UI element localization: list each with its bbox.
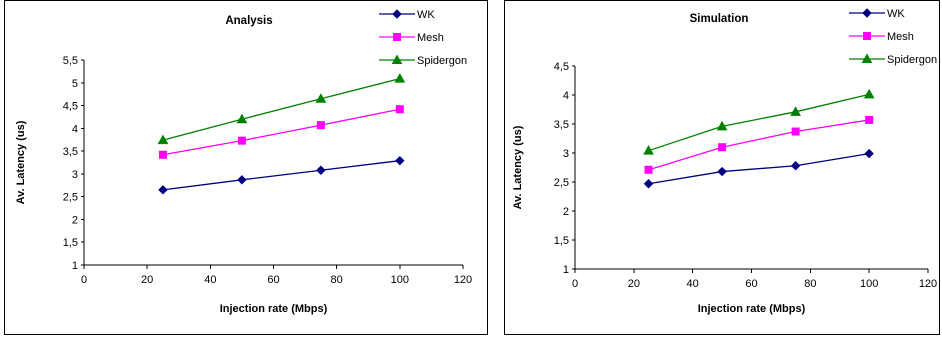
simulation-point-mesh (718, 143, 727, 152)
simulation-point-wk (864, 148, 874, 159)
simulation-point-wk (643, 179, 654, 189)
analysis-series-line-spidergon (162, 78, 400, 141)
simulation-chart-frame (504, 0, 940, 335)
analysis-x-tick-label: 0 (81, 274, 87, 286)
analysis-x-tick-label: 120 (454, 274, 472, 286)
analysis-legend-marker-wk (392, 9, 402, 19)
analysis-y-tick-label: 1 (72, 260, 78, 272)
simulation-series-line-mesh (648, 119, 870, 171)
analysis-legend-marker-mesh (393, 33, 401, 41)
analysis-y-axis-title: Av. Latency (us) (15, 120, 27, 204)
simulation-series-line-spidergon (648, 93, 870, 152)
simulation-legend-marker-spidergon (861, 53, 873, 63)
simulation-legend-marker-mesh (863, 32, 871, 40)
simulation-x-tick-label: 40 (687, 278, 699, 290)
simulation-point-spidergon (863, 88, 875, 99)
analysis-x-axis-title: Injection rate (Mbps) (220, 303, 328, 315)
simulation-y-tick-label: 4,5 (554, 61, 569, 73)
analysis-x-tick-label: 60 (267, 274, 279, 286)
analysis-point-mesh (237, 136, 246, 145)
simulation-y-tick-label: 2,5 (554, 177, 569, 189)
simulation-y-axis-title: Av. Latency (us) (512, 125, 524, 209)
analysis-chart-svg: 1 1,5 2 2,5 3 3,5 4 4,5 5 5,5 0 20 40 60 80 100 120 Analy… (4, 0, 488, 335)
simulation-legend-label-spidergon: Spidergon (887, 54, 937, 66)
simulation-y-tick-label: 1 (563, 264, 569, 276)
analysis-y-tick-label: 1,5 (63, 237, 78, 249)
analysis-point-spidergon (236, 113, 248, 124)
simulation-legend-label-wk: WK (887, 8, 905, 20)
simulation-legend-label-mesh: Mesh (887, 31, 914, 43)
simulation-y-tick-label: 3 (563, 148, 569, 160)
analysis-y-tick-label: 5,5 (63, 55, 78, 67)
analysis-x-tick-label: 40 (204, 274, 216, 286)
simulation-point-spidergon (790, 106, 801, 116)
simulation-point-mesh (644, 165, 653, 174)
analysis-chart-title: Analysis (225, 15, 272, 27)
analysis-point-spidergon (157, 134, 169, 145)
analysis-point-spidergon (315, 93, 327, 103)
analysis-y-tick-label: 4 (72, 123, 78, 135)
analysis-y-tick-label: 3,5 (63, 146, 78, 158)
simulation-point-wk (717, 166, 727, 177)
analysis-legend-label-spidergon: Spidergon (417, 55, 467, 67)
analysis-x-tick-label: 100 (391, 274, 409, 286)
simulation-point-wk (790, 161, 801, 171)
simulation-chart-svg: 1 1,5 2 2,5 3 3,5 4 4,5 0 20 40 60 80 100 120 Simulatio… (504, 0, 940, 335)
simulation-point-mesh (791, 127, 800, 136)
chart-panel-analysis: 1 1,5 2 2,5 3 3,5 4 4,5 5 5,5 0 20 40 60 80 100 120 Analy… (4, 0, 488, 335)
analysis-y-tick-label: 5 (72, 78, 78, 90)
simulation-x-tick-label: 60 (745, 278, 757, 290)
simulation-legend-marker-wk (862, 8, 872, 18)
analysis-point-mesh (316, 121, 325, 130)
analysis-chart-frame (4, 0, 488, 335)
analysis-y-tick-label: 2 (72, 214, 78, 226)
simulation-y-tick-label: 2 (563, 206, 569, 218)
analysis-legend-label-wk: WK (417, 9, 435, 21)
analysis-series-line-wk (162, 160, 400, 191)
analysis-legend-label-mesh: Mesh (417, 32, 444, 44)
simulation-x-tick-label: 80 (804, 278, 816, 290)
simulation-x-tick-label: 20 (628, 278, 640, 290)
simulation-x-tick-label: 120 (919, 278, 937, 290)
analysis-point-wk (158, 185, 168, 195)
simulation-chart-title: Simulation (690, 13, 749, 25)
analysis-point-wk (316, 165, 326, 175)
analysis-y-tick-label: 2,5 (63, 192, 78, 204)
analysis-point-mesh (395, 105, 404, 114)
analysis-point-mesh (158, 150, 167, 159)
analysis-legend-marker-spidergon (391, 54, 403, 64)
analysis-x-tick-label: 80 (331, 274, 343, 286)
analysis-x-tick-label: 20 (141, 274, 153, 286)
simulation-point-mesh (865, 115, 874, 124)
analysis-point-spidergon (394, 73, 406, 83)
chart-panel-simulation: 1 1,5 2 2,5 3 3,5 4 4,5 0 20 40 60 80 100 120 Simulatio… (504, 0, 940, 335)
simulation-x-tick-label: 100 (860, 278, 878, 290)
simulation-point-spidergon (716, 120, 728, 131)
simulation-y-tick-label: 3,5 (554, 119, 569, 131)
simulation-y-tick-label: 1,5 (554, 235, 569, 247)
analysis-y-tick-label: 4,5 (63, 101, 78, 113)
analysis-point-wk (237, 175, 247, 185)
analysis-point-wk (395, 155, 405, 166)
analysis-series-line-mesh (162, 108, 400, 156)
simulation-x-tick-label: 0 (572, 278, 578, 290)
analysis-y-tick-label: 3 (72, 169, 78, 181)
simulation-x-axis-title: Injection rate (Mbps) (698, 303, 806, 315)
simulation-point-spidergon (643, 145, 654, 155)
simulation-series-line-wk (648, 152, 870, 185)
simulation-y-tick-label: 4 (563, 90, 569, 102)
